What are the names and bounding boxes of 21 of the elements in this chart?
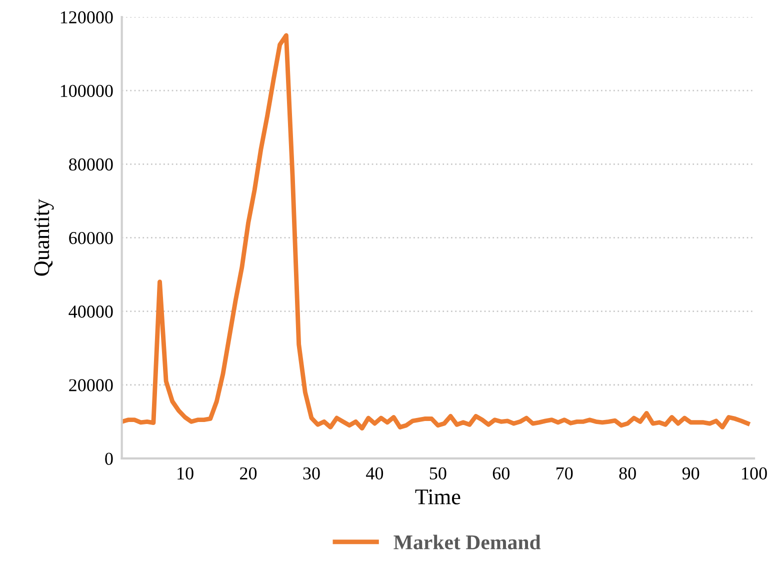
x-tick-label: 20: [240, 467, 257, 480]
x-tick-label: 90: [682, 467, 700, 480]
y-tick-label: 60000: [69, 232, 113, 244]
x-tick-label: 10: [178, 467, 194, 480]
y-tick-label: 40000: [68, 306, 113, 318]
y-tick-label: 80000: [69, 158, 113, 171]
x-axis-title: Time: [415, 489, 460, 504]
x-tick-label: 70: [556, 467, 573, 480]
x-tick-label: 60: [492, 467, 510, 480]
y-tick-label: 20000: [69, 379, 113, 392]
x-tick-label: 40: [366, 467, 384, 480]
x-tick-label: 80: [619, 467, 636, 480]
y-axis-title: Quantity: [34, 198, 54, 276]
line-series: [122, 33, 750, 431]
x-tick-label: 100: [742, 467, 767, 480]
y-tick-label: 120000: [60, 11, 113, 24]
y-tick-label: 0: [105, 452, 113, 465]
x-tick-label: 50: [430, 467, 446, 480]
legend-label: Market Demand: [394, 534, 541, 550]
x-tick-label: 30: [303, 467, 320, 480]
y-tick-label: 100000: [60, 84, 113, 97]
